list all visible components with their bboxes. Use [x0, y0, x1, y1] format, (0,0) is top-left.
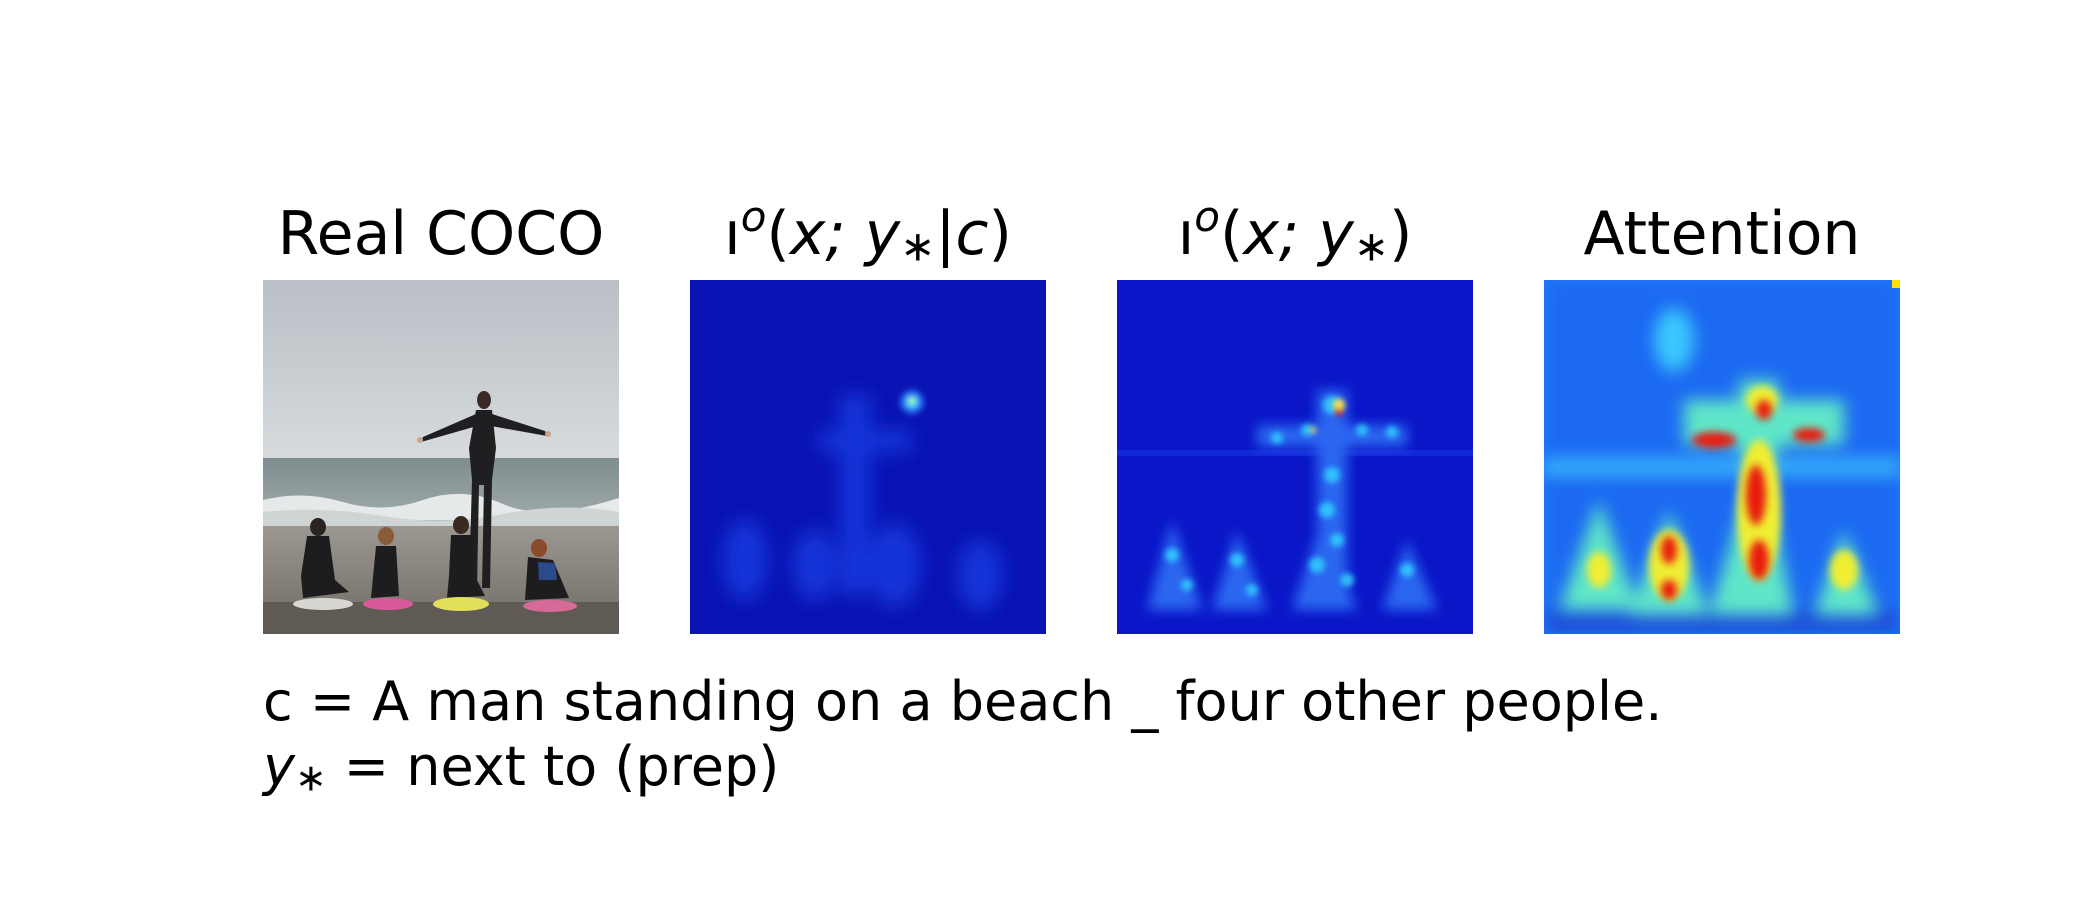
math-symbol: ı [724, 199, 741, 269]
math-superscript: o [1194, 191, 1220, 241]
math-star: ∗ [1353, 221, 1389, 271]
caption-target-var: y [263, 735, 295, 798]
photo-beach-scene [263, 280, 619, 634]
panel-title-attention: Attention [1583, 199, 1861, 269]
heatmap-conditional-pmi [690, 280, 1046, 634]
heatmap-pmi [1117, 280, 1473, 634]
math-symbol: ı [1177, 199, 1195, 269]
math-args: x; y [789, 199, 901, 269]
math-superscript: o [740, 191, 767, 241]
heatmap-attention [1544, 280, 1900, 634]
panel-title-real-coco: Real COCO [277, 199, 605, 269]
panel-title-pmi: ıo(x; y∗) [1177, 191, 1413, 271]
caption-context: c = A man standing on a beach _ four oth… [263, 670, 1663, 733]
panel-title-conditional-pmi: ıo(x; y∗|c) [724, 191, 1012, 271]
caption-target-star: ∗ [294, 755, 327, 800]
math-args: x; y [1243, 199, 1354, 269]
math-condition: |c [935, 199, 989, 269]
math-star: ∗ [900, 221, 936, 271]
caption-target-value: = next to (prep) [326, 735, 780, 798]
caption-target: y∗ = next to (prep) [263, 735, 779, 810]
